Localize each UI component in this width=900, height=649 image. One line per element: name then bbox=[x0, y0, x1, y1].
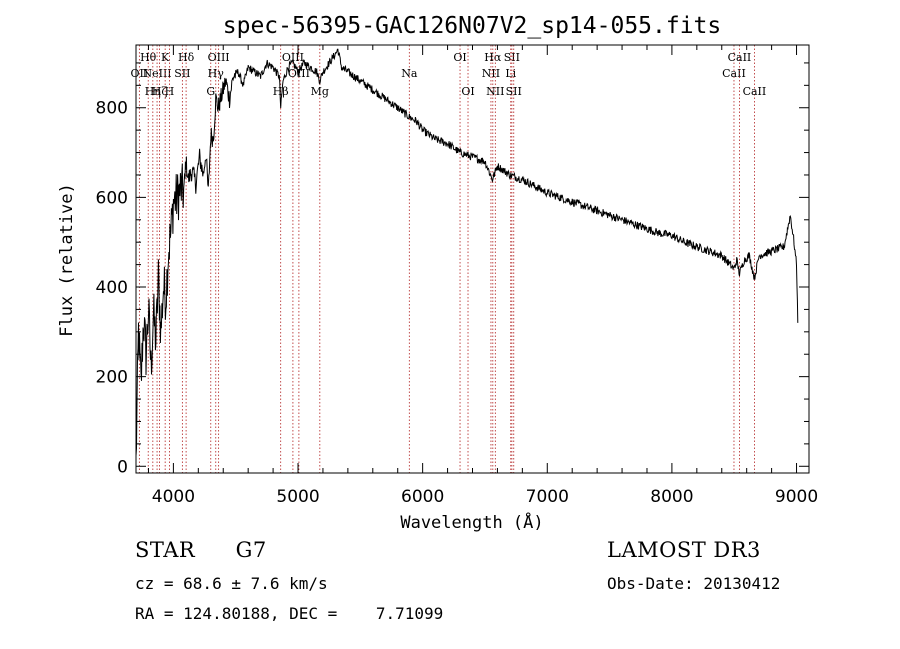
spectrum-line-0 bbox=[135, 48, 799, 456]
line-label-16: Na bbox=[401, 67, 418, 80]
line-label-0: OII bbox=[131, 67, 149, 80]
coordinates-text: RA = 124.80188, DEC = 7.71099 bbox=[135, 604, 444, 623]
line-label-8: Hδ bbox=[178, 51, 195, 64]
y-axis: 0 200 400 600 800 bbox=[96, 62, 809, 477]
line-label-6: H bbox=[165, 85, 175, 98]
line-label-21: NII bbox=[486, 85, 504, 98]
x-tick-label-9000: 9000 bbox=[775, 487, 818, 507]
line-label-27: CaII bbox=[743, 85, 767, 98]
x-tick-label-7000: 7000 bbox=[526, 487, 569, 507]
line-label-19: NII bbox=[482, 67, 500, 80]
y-tick-label-800: 800 bbox=[96, 99, 128, 119]
line-label-26: CaII bbox=[728, 51, 752, 64]
line-label-24: SII bbox=[506, 85, 522, 98]
y-axis-label: Flux (relative) bbox=[57, 183, 77, 337]
x-tick-label-5000: 5000 bbox=[276, 487, 319, 507]
line-label-7: SII bbox=[174, 67, 190, 80]
y-tick-label-600: 600 bbox=[96, 188, 128, 208]
line-label-10: Hγ bbox=[208, 67, 225, 80]
subclass-label: G7 bbox=[235, 538, 267, 562]
y-tick-label-200: 200 bbox=[96, 368, 128, 388]
line-label-4: Hζ bbox=[152, 85, 168, 98]
line-markers: OIIHθHηNeIIIHζKHSIIHδGHγOIIIHβOIIIOIIIMg… bbox=[131, 45, 767, 473]
line-label-22: Li bbox=[505, 67, 516, 80]
x-tick-label-8000: 8000 bbox=[650, 487, 693, 507]
chart-title: spec-56395-GAC126N07V2_sp14-055.fits bbox=[223, 13, 722, 39]
line-label-11: OIII bbox=[208, 51, 230, 64]
line-label-20: Hα bbox=[484, 51, 502, 64]
x-axis-label: Wavelength (Å) bbox=[400, 511, 543, 533]
line-label-23: SII bbox=[504, 51, 520, 64]
x-tick-label-4000: 4000 bbox=[152, 487, 195, 507]
line-label-9: G bbox=[206, 85, 215, 98]
line-label-1: Hθ bbox=[140, 51, 157, 64]
line-label-25: CaII bbox=[722, 67, 746, 80]
y-tick-label-400: 400 bbox=[96, 278, 128, 298]
plot-frame bbox=[135, 44, 810, 474]
object-class: STAR G7 bbox=[135, 538, 267, 562]
redshift-text: cz = 68.6 ± 7.6 km/s bbox=[135, 574, 328, 593]
line-label-17: OI bbox=[453, 51, 466, 64]
obs-date-text: Obs-Date: 20130412 bbox=[607, 574, 781, 593]
line-label-3: NeIII bbox=[142, 67, 171, 80]
class-label: STAR bbox=[135, 538, 196, 562]
line-label-5: K bbox=[161, 51, 170, 64]
survey-label: LAMOST DR3 bbox=[607, 538, 761, 562]
x-tick-label-6000: 6000 bbox=[401, 487, 444, 507]
spectrum-series bbox=[135, 48, 799, 456]
x-axis: 4000 5000 6000 7000 8000 9000 bbox=[147, 45, 818, 507]
line-label-13: OIII bbox=[282, 51, 304, 64]
y-tick-label-0: 0 bbox=[117, 457, 128, 477]
line-label-15: Mg bbox=[311, 85, 329, 98]
line-label-18: OI bbox=[461, 85, 474, 98]
line-label-12: Hβ bbox=[273, 85, 289, 98]
